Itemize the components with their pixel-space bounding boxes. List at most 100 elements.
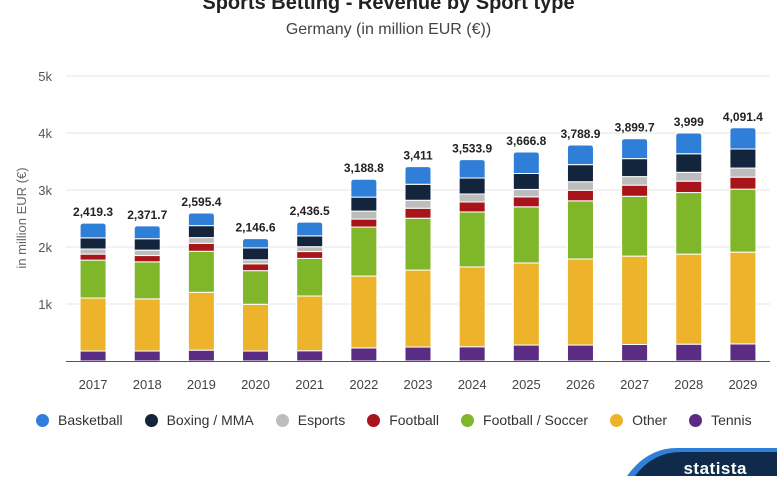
bar-segment-football-2029[interactable] <box>729 176 757 190</box>
bar-segment-boxing-mma-2021[interactable] <box>296 235 324 248</box>
bar-segment-boxing-mma-2019[interactable] <box>187 225 215 239</box>
bar-segment-tennis-2028[interactable] <box>675 343 703 362</box>
bar-stack-2019[interactable] <box>187 212 215 362</box>
bar-stack-2018[interactable] <box>133 225 161 362</box>
bar-stack-2028[interactable] <box>675 132 703 362</box>
bar-segment-basketball-2029[interactable] <box>729 127 757 150</box>
bar-segment-football-soccer-2026[interactable] <box>566 200 594 260</box>
legend-item-basketball[interactable]: Basketball <box>36 412 123 428</box>
bar-segment-esports-2017[interactable] <box>79 248 107 255</box>
bar-segment-tennis-2023[interactable] <box>404 346 432 362</box>
bar-segment-football-soccer-2024[interactable] <box>458 211 486 268</box>
bar-segment-boxing-mma-2027[interactable] <box>621 158 649 178</box>
bar-segment-boxing-mma-2022[interactable] <box>350 196 378 212</box>
bar-segment-football-soccer-2023[interactable] <box>404 217 432 271</box>
bar-stack-2017[interactable] <box>79 222 107 362</box>
bar-stack-2027[interactable] <box>621 138 649 362</box>
bar-segment-other-2028[interactable] <box>675 253 703 345</box>
bar-segment-esports-2019[interactable] <box>187 237 215 244</box>
bar-segment-football-2019[interactable] <box>187 242 215 252</box>
bar-segment-esports-2028[interactable] <box>675 171 703 182</box>
bar-segment-esports-2022[interactable] <box>350 210 378 220</box>
bar-segment-basketball-2020[interactable] <box>242 238 270 249</box>
bar-segment-esports-2024[interactable] <box>458 193 486 203</box>
bar-segment-other-2019[interactable] <box>187 291 215 351</box>
bar-segment-football-2018[interactable] <box>133 255 161 263</box>
bar-segment-basketball-2025[interactable] <box>512 151 540 174</box>
bar-stack-2020[interactable] <box>242 238 270 362</box>
bar-stack-2025[interactable] <box>512 151 540 362</box>
bar-segment-esports-2021[interactable] <box>296 246 324 253</box>
bar-segment-other-2024[interactable] <box>458 266 486 348</box>
bar-segment-football-soccer-2029[interactable] <box>729 188 757 253</box>
bar-segment-football-soccer-2020[interactable] <box>242 270 270 305</box>
bar-segment-football-soccer-2017[interactable] <box>79 259 107 299</box>
bar-segment-boxing-mma-2025[interactable] <box>512 172 540 190</box>
bar-segment-other-2018[interactable] <box>133 298 161 352</box>
bar-stack-2024[interactable] <box>458 159 486 362</box>
bar-stack-2021[interactable] <box>296 221 324 362</box>
bar-segment-basketball-2023[interactable] <box>404 166 432 185</box>
bar-segment-football-2024[interactable] <box>458 201 486 213</box>
bar-segment-esports-2018[interactable] <box>133 249 161 257</box>
bar-segment-boxing-mma-2024[interactable] <box>458 177 486 195</box>
bar-segment-tennis-2026[interactable] <box>566 344 594 362</box>
bar-segment-esports-2020[interactable] <box>242 259 270 265</box>
bar-segment-esports-2029[interactable] <box>729 167 757 178</box>
bar-segment-boxing-mma-2029[interactable] <box>729 148 757 169</box>
bar-segment-tennis-2017[interactable] <box>79 350 107 362</box>
bar-segment-other-2023[interactable] <box>404 269 432 348</box>
bar-segment-football-2027[interactable] <box>621 184 649 197</box>
bar-segment-other-2025[interactable] <box>512 262 540 346</box>
bar-segment-football-2021[interactable] <box>296 251 324 259</box>
bar-segment-boxing-mma-2020[interactable] <box>242 247 270 261</box>
bar-stack-2023[interactable] <box>404 166 432 362</box>
legend-item-other[interactable]: Other <box>610 412 667 428</box>
bar-segment-basketball-2018[interactable] <box>133 225 161 240</box>
legend-item-football[interactable]: Football <box>367 412 439 428</box>
bar-segment-tennis-2024[interactable] <box>458 346 486 362</box>
bar-stack-2029[interactable] <box>729 127 757 362</box>
bar-segment-tennis-2021[interactable] <box>296 350 324 362</box>
bar-stack-2026[interactable] <box>566 144 594 362</box>
bar-segment-basketball-2017[interactable] <box>79 222 107 239</box>
bar-segment-other-2029[interactable] <box>729 251 757 345</box>
bar-segment-football-2022[interactable] <box>350 218 378 228</box>
bar-segment-boxing-mma-2018[interactable] <box>133 238 161 251</box>
bar-segment-other-2021[interactable] <box>296 295 324 352</box>
bar-segment-football-soccer-2021[interactable] <box>296 257 324 297</box>
bar-segment-basketball-2022[interactable] <box>350 178 378 198</box>
bar-segment-boxing-mma-2017[interactable] <box>79 237 107 250</box>
bar-segment-football-soccer-2027[interactable] <box>621 195 649 257</box>
bar-segment-tennis-2022[interactable] <box>350 347 378 362</box>
bar-segment-basketball-2027[interactable] <box>621 138 649 160</box>
bar-segment-other-2027[interactable] <box>621 255 649 345</box>
bar-segment-tennis-2020[interactable] <box>242 350 270 362</box>
bar-segment-basketball-2019[interactable] <box>187 212 215 227</box>
legend-item-football-soccer[interactable]: Football / Soccer <box>461 412 588 428</box>
bar-segment-other-2020[interactable] <box>242 303 270 352</box>
bar-segment-football-soccer-2019[interactable] <box>187 250 215 293</box>
bar-segment-esports-2027[interactable] <box>621 176 649 186</box>
bar-segment-boxing-mma-2028[interactable] <box>675 153 703 173</box>
bar-segment-basketball-2021[interactable] <box>296 221 324 237</box>
bar-segment-other-2017[interactable] <box>79 297 107 352</box>
bar-segment-football-soccer-2028[interactable] <box>675 192 703 255</box>
bar-segment-esports-2025[interactable] <box>512 188 540 198</box>
bar-segment-tennis-2018[interactable] <box>133 350 161 362</box>
bar-segment-esports-2023[interactable] <box>404 199 432 209</box>
bar-segment-basketball-2028[interactable] <box>675 132 703 155</box>
bar-segment-football-soccer-2018[interactable] <box>133 261 161 300</box>
bar-segment-other-2026[interactable] <box>566 258 594 346</box>
bar-stack-2022[interactable] <box>350 178 378 362</box>
bar-segment-football-soccer-2025[interactable] <box>512 206 540 264</box>
bar-segment-football-2028[interactable] <box>675 180 703 194</box>
bar-segment-boxing-mma-2026[interactable] <box>566 164 594 183</box>
bar-segment-football-2025[interactable] <box>512 196 540 208</box>
bar-segment-boxing-mma-2023[interactable] <box>404 183 432 201</box>
bar-segment-football-2026[interactable] <box>566 189 594 202</box>
bar-segment-football-2017[interactable] <box>79 253 107 261</box>
bar-segment-esports-2026[interactable] <box>566 181 594 191</box>
legend-item-esports[interactable]: Esports <box>275 412 345 428</box>
bar-segment-football-2023[interactable] <box>404 207 432 219</box>
